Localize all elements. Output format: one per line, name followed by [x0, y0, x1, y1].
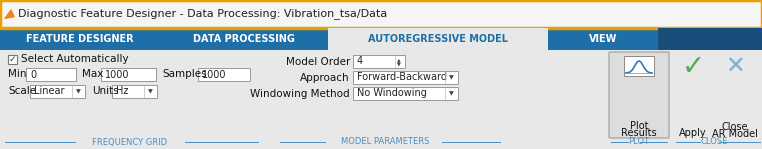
FancyBboxPatch shape — [112, 85, 157, 98]
Text: Model Order: Model Order — [286, 57, 350, 67]
Text: 1000: 1000 — [105, 69, 130, 80]
FancyBboxPatch shape — [8, 55, 17, 64]
Text: 0: 0 — [30, 69, 36, 80]
FancyBboxPatch shape — [101, 68, 156, 81]
FancyBboxPatch shape — [353, 87, 458, 100]
Text: PLOT: PLOT — [629, 138, 649, 146]
Text: Max: Max — [82, 69, 104, 79]
FancyBboxPatch shape — [328, 28, 548, 50]
Text: AUTOREGRESSIVE MODEL: AUTOREGRESSIVE MODEL — [368, 34, 508, 44]
Text: Linear: Linear — [34, 87, 65, 97]
Text: DATA PROCESSING: DATA PROCESSING — [193, 34, 295, 44]
Text: FREQUENCY GRID: FREQUENCY GRID — [92, 138, 168, 146]
Text: Approach: Approach — [300, 73, 350, 83]
Text: ✓: ✓ — [681, 53, 705, 81]
FancyBboxPatch shape — [609, 52, 669, 138]
FancyBboxPatch shape — [353, 71, 458, 84]
Text: ▼: ▼ — [449, 91, 453, 96]
FancyBboxPatch shape — [658, 28, 762, 50]
Text: VIEW: VIEW — [589, 34, 617, 44]
Text: Apply: Apply — [679, 128, 707, 138]
FancyBboxPatch shape — [26, 68, 76, 81]
Text: CLOSE: CLOSE — [700, 138, 728, 146]
Text: Units: Units — [92, 86, 119, 96]
FancyBboxPatch shape — [198, 68, 250, 81]
Polygon shape — [4, 9, 15, 19]
Text: Plot: Plot — [629, 121, 648, 131]
Text: No Windowing: No Windowing — [357, 89, 427, 98]
Text: ✕: ✕ — [725, 55, 745, 79]
Text: Select Automatically: Select Automatically — [21, 55, 129, 65]
Text: Diagnostic Feature Designer - Data Processing: Vibration_tsa/Data: Diagnostic Feature Designer - Data Proce… — [18, 8, 387, 20]
Text: ▼: ▼ — [397, 62, 401, 66]
Text: AR Model: AR Model — [712, 129, 758, 139]
Text: Forward-Backward: Forward-Backward — [357, 73, 447, 83]
Text: ▼: ▼ — [148, 89, 152, 94]
Text: ▼: ▼ — [449, 75, 453, 80]
Text: 4: 4 — [357, 56, 363, 66]
Text: FEATURE DESIGNER: FEATURE DESIGNER — [26, 34, 134, 44]
Text: Results: Results — [621, 128, 657, 138]
Text: ▼: ▼ — [75, 89, 80, 94]
FancyBboxPatch shape — [353, 55, 405, 68]
Text: Windowing Method: Windowing Method — [251, 89, 350, 99]
Text: ▲: ▲ — [397, 58, 401, 62]
FancyBboxPatch shape — [0, 50, 762, 149]
FancyBboxPatch shape — [0, 28, 762, 50]
Text: Close: Close — [722, 122, 748, 132]
FancyBboxPatch shape — [0, 0, 762, 28]
Text: MODEL PARAMETERS: MODEL PARAMETERS — [341, 138, 429, 146]
Text: Hz: Hz — [116, 87, 128, 97]
Text: ✓: ✓ — [8, 55, 16, 64]
Text: Samples: Samples — [162, 69, 207, 79]
Polygon shape — [4, 9, 15, 19]
Text: 1000: 1000 — [202, 69, 226, 80]
FancyBboxPatch shape — [624, 56, 654, 76]
Text: Min: Min — [8, 69, 27, 79]
Text: Scale: Scale — [8, 86, 36, 96]
FancyBboxPatch shape — [30, 85, 85, 98]
